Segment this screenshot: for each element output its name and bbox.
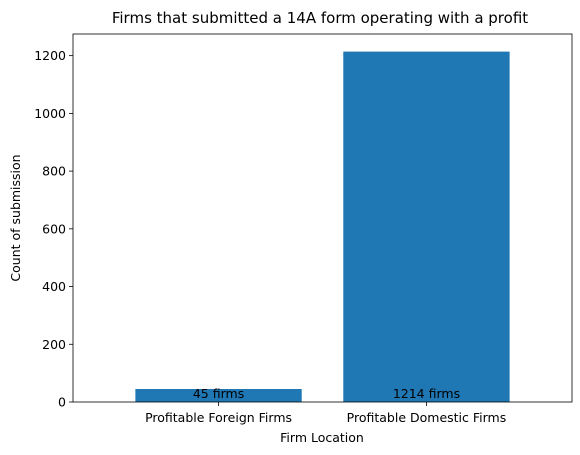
chart-title: Firms that submitted a 14A form operatin… [112, 9, 528, 27]
bars-group [135, 51, 510, 403]
y-tick-label-6: 1200 [34, 48, 66, 63]
y-axis-label: Count of submission [8, 154, 23, 281]
x-tick-label-0: Profitable Foreign Firms [145, 410, 292, 425]
x-axis: Profitable Foreign Firms Profitable Domes… [145, 402, 506, 425]
y-tick-label-4: 800 [42, 164, 66, 179]
bar-1 [343, 51, 510, 403]
bar-labels-group: 45 firms 1214 firms [193, 386, 460, 401]
plot-frame [72, 33, 573, 403]
x-tick-label-1: Profitable Domestic Firms [347, 410, 507, 425]
y-tick-label-1: 200 [42, 337, 66, 352]
y-tick-label-2: 400 [42, 279, 66, 294]
bar-data-label-0: 45 firms [193, 386, 244, 401]
bar-data-label-1: 1214 firms [393, 386, 460, 401]
y-tick-label-0: 0 [58, 395, 66, 410]
y-axis: 0 200 400 600 800 1000 1200 [34, 48, 73, 410]
y-tick-label-5: 1000 [34, 106, 66, 121]
y-tick-label-3: 600 [42, 221, 66, 236]
x-axis-label: Firm Location [280, 430, 364, 445]
bar-0 [135, 389, 302, 402]
